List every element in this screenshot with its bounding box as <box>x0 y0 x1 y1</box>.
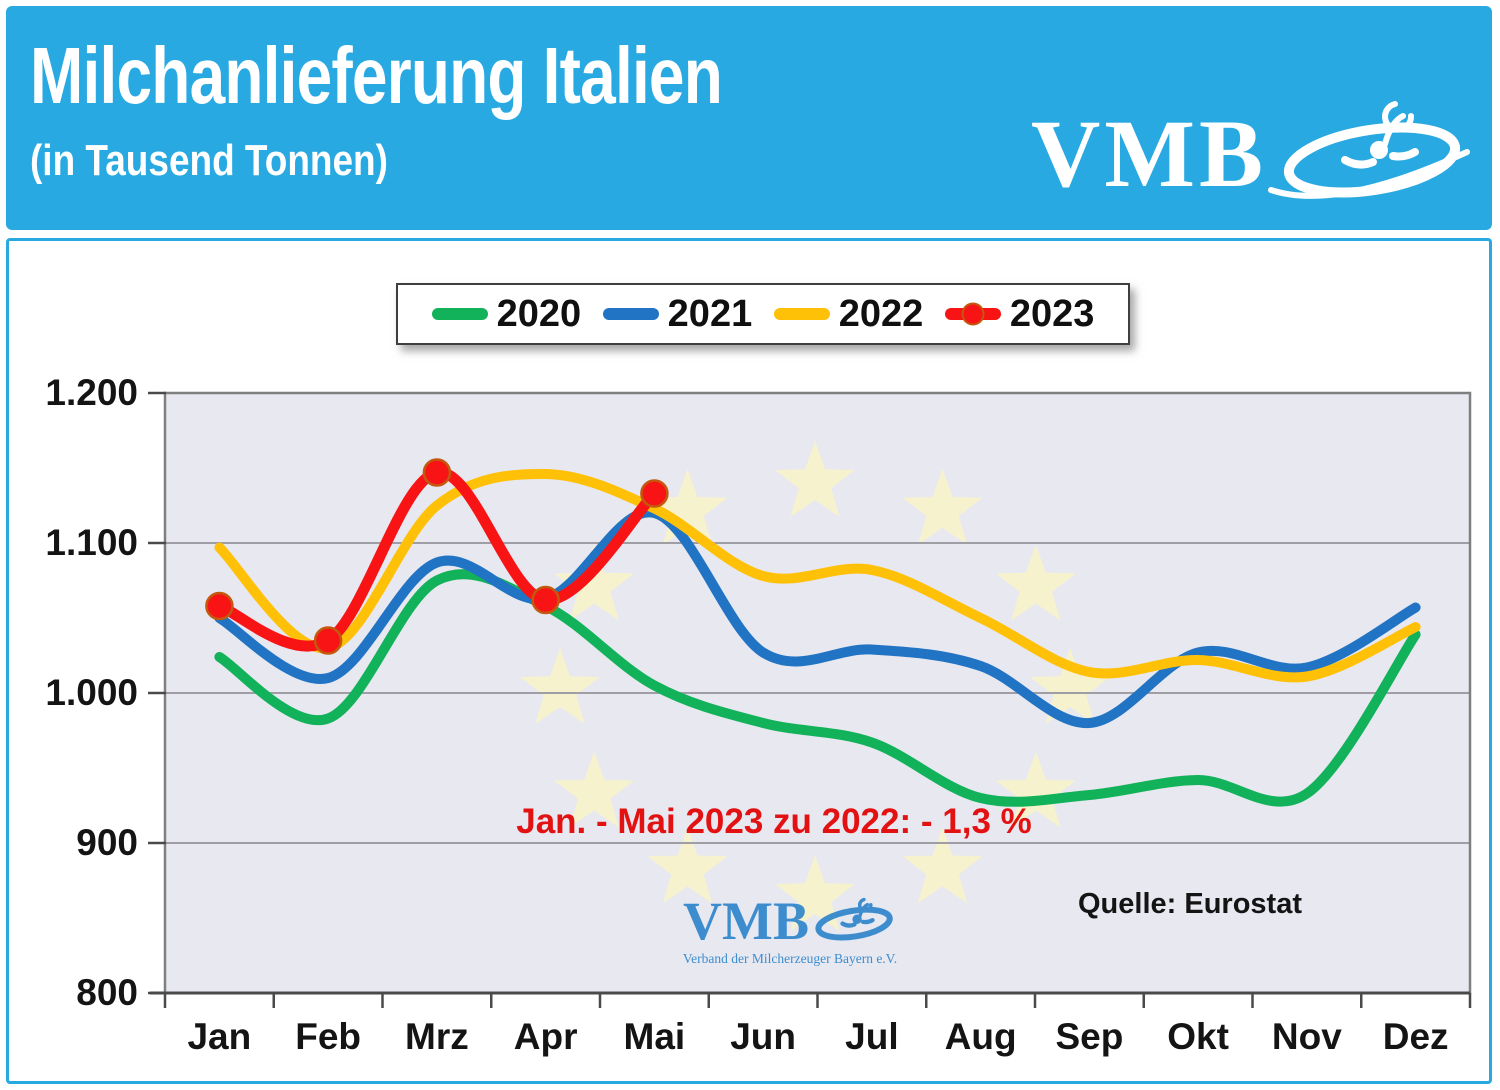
vmb-logo: VMB <box>1031 94 1472 214</box>
eu-star-icon <box>902 468 983 545</box>
data-point-2023 <box>531 585 560 615</box>
vmb-watermark-swoosh-icon <box>815 897 893 941</box>
x-axis-label-Mai: Mai <box>623 1016 686 1057</box>
legend-label-2023: 2023 <box>1009 293 1095 335</box>
header-banner: Milchanlieferung Italien (in Tausend Ton… <box>6 6 1492 230</box>
x-axis-label-Aug: Aug <box>944 1016 1017 1057</box>
data-point-2023 <box>205 591 234 621</box>
y-axis-label-1200: 1.200 <box>45 372 138 413</box>
legend-item-2023: 2023 <box>944 293 1095 335</box>
eu-star-icon <box>775 855 855 931</box>
legend-swatch-2022 <box>773 308 830 320</box>
eu-stars-watermark <box>520 441 1110 931</box>
vmb-logo-text: VMB <box>1031 100 1267 207</box>
y-axis-label-1100: 1.100 <box>45 522 138 563</box>
x-axis-label-Feb: Feb <box>295 1016 362 1057</box>
x-axis-label-Mrz: Mrz <box>405 1016 469 1057</box>
eu-star-icon <box>995 544 1076 621</box>
legend-item-2022: 2022 <box>773 293 924 335</box>
data-point-2023 <box>640 479 669 508</box>
legend-label-2020: 2020 <box>496 293 582 335</box>
legend-label-2021: 2021 <box>667 293 753 335</box>
vmb-logo-swoosh-icon <box>1268 101 1470 199</box>
legend-label-2022: 2022 <box>838 293 924 335</box>
vmb-watermark-caption: Verband der Milcherzeuger Bayern e.V. <box>682 951 898 966</box>
eu-star-icon <box>1030 648 1110 724</box>
eu-star-icon <box>902 827 983 904</box>
vmb-watermark-text: VMB <box>683 891 809 951</box>
legend-swatch-2023 <box>944 302 1001 326</box>
x-axis-label-Jan: Jan <box>187 1016 252 1057</box>
y-axis-label-800: 800 <box>76 972 138 1013</box>
vmb-watermark: VMB Verband der Milcherzeuger Bayern e.V… <box>655 894 925 967</box>
page-title: Milchanlieferung Italien <box>30 31 723 120</box>
x-axis-label-Jun: Jun <box>730 1016 797 1057</box>
eu-star-icon <box>647 468 728 545</box>
eu-star-icon <box>554 544 635 621</box>
data-point-2023 <box>313 626 343 655</box>
eu-star-icon <box>775 441 855 517</box>
y-axis-label-1000: 1.000 <box>45 672 138 713</box>
series-line-2020 <box>214 569 1421 807</box>
legend-item-2020: 2020 <box>431 293 582 335</box>
legend-swatch-2021 <box>602 308 659 320</box>
x-axis-label-Apr: Apr <box>513 1016 578 1057</box>
annotation-text: Jan. - Mai 2023 zu 2022: - 1,3 % <box>516 802 1032 841</box>
legend-swatch-2020 <box>431 308 488 320</box>
eu-star-icon <box>647 827 728 904</box>
eu-star-icon <box>554 751 635 828</box>
series-line-2021 <box>214 507 1421 729</box>
series-line-2022 <box>214 468 1421 683</box>
source-label: Quelle: Eurostat <box>1078 888 1302 920</box>
chart-legend: 2020 2021 2022 2023 <box>396 283 1130 345</box>
eu-star-icon <box>995 751 1076 828</box>
eu-star-icon <box>520 648 600 724</box>
x-axis-label-Okt: Okt <box>1167 1016 1229 1057</box>
legend-marker-2023 <box>961 302 985 326</box>
x-axis-label-Dez: Dez <box>1382 1016 1449 1057</box>
x-axis-label-Nov: Nov <box>1271 1016 1342 1057</box>
x-axis-label-Jul: Jul <box>845 1016 899 1057</box>
x-axis-label-Sep: Sep <box>1055 1016 1124 1057</box>
page-subtitle: (in Tausend Tonnen) <box>30 136 388 185</box>
legend-item-2021: 2021 <box>602 293 753 335</box>
data-point-2023 <box>422 458 452 487</box>
y-axis-label-900: 900 <box>76 822 138 863</box>
